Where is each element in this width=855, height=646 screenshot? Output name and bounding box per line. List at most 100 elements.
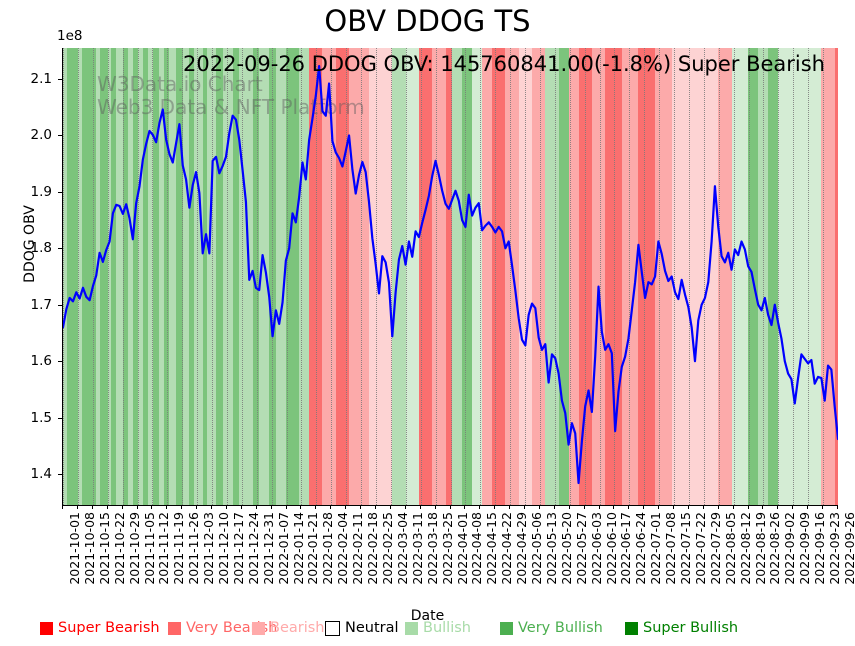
- x-axis-tick-label: 2022-02-18: [365, 512, 381, 585]
- x-axis-tick-mark: [196, 505, 198, 509]
- x-axis-tick-label: 2022-04-01: [454, 512, 470, 585]
- signal-band-very-bullish: [216, 48, 223, 505]
- signal-band-bullish: [207, 48, 216, 505]
- x-axis-tick-mark: [434, 505, 436, 509]
- x-axis-tick-mark: [643, 505, 645, 509]
- signal-band-very-bullish: [164, 48, 170, 505]
- x-axis-tick-label: 2022-06-03: [588, 512, 604, 585]
- gridline-vertical: [525, 48, 527, 505]
- legend-item-very-bullish[interactable]: Very Bullish: [500, 620, 603, 636]
- legend-item-neutral[interactable]: Neutral: [325, 620, 399, 636]
- gridline-vertical: [674, 48, 676, 505]
- x-axis-tick-label: 2022-07-01: [648, 512, 664, 585]
- signal-band-very-bullish: [99, 48, 109, 505]
- x-axis-tick-label: 2022-07-08: [663, 512, 679, 585]
- gridline-vertical: [599, 48, 601, 505]
- x-axis-tick-mark: [658, 505, 660, 509]
- legend-label: Bearish: [270, 620, 325, 636]
- gridline-vertical: [808, 48, 810, 505]
- signal-band-very-bullish: [153, 48, 160, 505]
- x-axis-tick-mark: [345, 505, 347, 509]
- x-axis-tick-label: 2022-06-17: [618, 512, 634, 585]
- x-axis-tick-label: 2022-08-12: [737, 512, 753, 585]
- y-axis-tick-label: 1.9: [30, 183, 52, 200]
- x-axis-tick-label: 2022-01-21: [305, 512, 321, 585]
- signal-band-bullish: [137, 48, 143, 505]
- x-axis-tick-label: 2021-11-12: [156, 512, 172, 585]
- x-axis-tick-label: 2022-01-14: [290, 512, 306, 585]
- x-axis-tick-label: 2022-09-09: [797, 512, 813, 585]
- x-axis-tick-label: 2021-11-26: [186, 512, 202, 585]
- x-axis-tick-mark: [91, 505, 93, 509]
- y-axis-tick-mark: [58, 248, 62, 250]
- gridline-vertical: [584, 48, 586, 505]
- x-axis-tick-label: 2022-02-04: [335, 512, 351, 585]
- gridline-vertical: [152, 48, 154, 505]
- x-axis-tick-mark: [136, 505, 138, 509]
- y-axis-tick-label: 1.5: [30, 409, 52, 426]
- gridline-vertical: [763, 48, 765, 505]
- x-axis-tick-mark: [717, 505, 719, 509]
- gridline-vertical: [778, 48, 780, 505]
- y-axis-tick-mark: [58, 79, 62, 81]
- y-axis-tick-mark: [58, 473, 62, 475]
- y-axis-tick-label: 1.6: [30, 353, 52, 370]
- x-axis-tick-label: 2022-03-25: [439, 512, 455, 585]
- legend-item-bullish[interactable]: Bullish: [405, 620, 471, 636]
- x-axis-tick-mark: [300, 505, 302, 509]
- x-axis-tick-mark: [538, 505, 540, 509]
- signal-band-very-bullish: [232, 48, 240, 505]
- signal-band-very-bullish: [176, 48, 183, 505]
- signal-band-bullish-light: [472, 48, 483, 505]
- y-axis-offset-label: 1e8: [57, 28, 83, 44]
- gridline-vertical: [301, 48, 303, 505]
- gridline-vertical: [241, 48, 243, 505]
- y-axis-tick-label: 2.1: [30, 71, 52, 88]
- x-axis-tick-mark: [509, 505, 511, 509]
- series-line-obv: [63, 48, 838, 505]
- signal-band-bullish-light: [405, 48, 419, 505]
- x-axis-tick-label: 2022-03-04: [394, 512, 410, 585]
- y-axis-tick-label: 2.0: [30, 127, 52, 144]
- signal-band-very-bullish: [66, 48, 75, 505]
- signal-band-bearish: [322, 48, 336, 505]
- legend-swatch-icon: [252, 621, 265, 635]
- x-axis-tick-mark: [747, 505, 749, 509]
- y-axis-tick-label: 1.8: [30, 240, 52, 257]
- x-axis-tick-label: 2022-01-28: [320, 512, 336, 585]
- x-axis-tick-label: 2022-06-10: [603, 512, 619, 585]
- signal-band-bullish: [96, 48, 100, 505]
- signal-band-very-bullish: [132, 48, 138, 505]
- x-axis-tick-mark: [240, 505, 242, 509]
- y-axis-tick-mark: [58, 191, 62, 193]
- legend-item-bearish[interactable]: Bearish: [252, 620, 325, 636]
- signal-band-bullish: [275, 48, 286, 505]
- signal-band-bullish: [127, 48, 133, 505]
- legend-label: Very Bullish: [518, 620, 603, 636]
- x-axis-tick-label: 2021-10-08: [81, 512, 97, 585]
- x-axis-tick-mark: [732, 505, 734, 509]
- x-axis-tick-mark: [583, 505, 585, 509]
- signal-band-bearish: [591, 48, 606, 505]
- y-axis-tick-mark: [58, 304, 62, 306]
- x-axis-tick-mark: [121, 505, 123, 509]
- x-axis-tick-label: 2021-12-17: [230, 512, 246, 585]
- x-axis-tick-label: 2022-04-15: [484, 512, 500, 585]
- x-axis-tick-mark: [106, 505, 108, 509]
- x-axis-tick-mark: [449, 505, 451, 509]
- x-axis-tick-mark: [524, 505, 526, 509]
- x-axis-tick-label: 2022-09-23: [827, 512, 843, 585]
- x-axis-tick-mark: [330, 505, 332, 509]
- x-axis-tick-mark: [807, 505, 809, 509]
- gridline-vertical: [122, 48, 124, 505]
- legend-item-super-bearish[interactable]: Super Bearish: [40, 620, 160, 636]
- x-axis-tick-label: 2021-10-29: [126, 512, 142, 585]
- gridline-vertical: [718, 48, 720, 505]
- signal-band-very-bearish: [309, 48, 323, 505]
- x-axis-tick-mark: [151, 505, 153, 509]
- x-axis-tick-label: 2022-08-05: [722, 512, 738, 585]
- x-axis-tick-label: 2022-05-06: [529, 512, 545, 585]
- x-axis-tick-label: 2022-02-25: [379, 512, 395, 585]
- x-axis-tick-mark: [568, 505, 570, 509]
- legend-item-super-bullish[interactable]: Super Bullish: [625, 620, 738, 636]
